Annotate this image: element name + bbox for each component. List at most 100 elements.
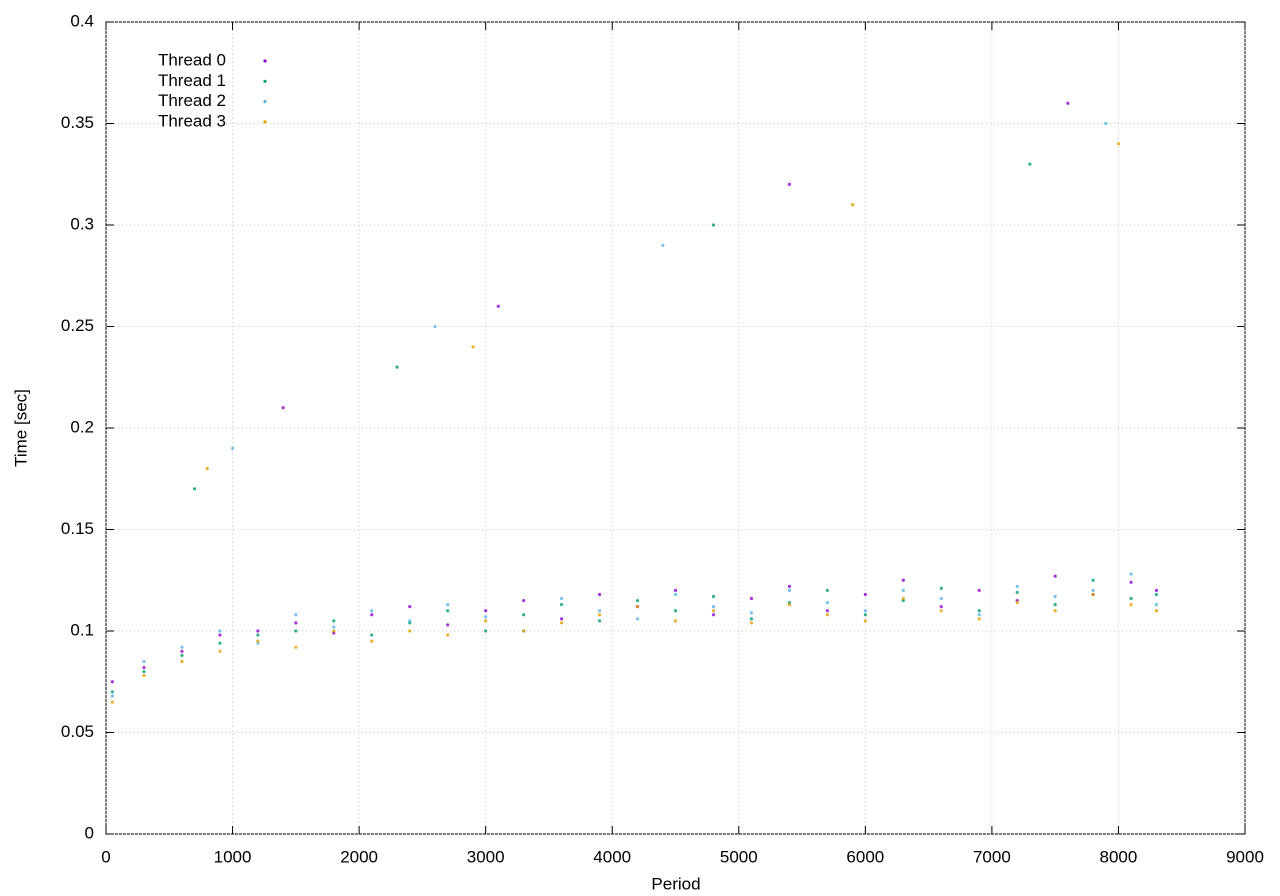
- point: [863, 592, 867, 597]
- point: [825, 609, 829, 613]
- point: [597, 609, 602, 613]
- point: [939, 586, 943, 590]
- point: [110, 690, 114, 694]
- point: [711, 223, 716, 227]
- point: [180, 649, 184, 653]
- point: [256, 629, 260, 633]
- x-tick-label: 5000: [720, 847, 758, 866]
- point: [560, 621, 564, 625]
- point: [560, 603, 564, 607]
- point: [180, 659, 184, 664]
- point: [408, 629, 412, 633]
- x-tick-label: 7000: [973, 847, 1011, 866]
- y-tick-label: 0.15: [61, 519, 94, 538]
- point: [1053, 594, 1057, 599]
- x-tick-label: 3000: [467, 847, 505, 866]
- legend-label: Thread 2: [158, 91, 226, 110]
- point: [787, 182, 792, 186]
- point: [1154, 592, 1159, 597]
- y-tick-label: 0.1: [70, 620, 94, 639]
- y-tick-label: 0.25: [61, 316, 94, 335]
- y-tick-label: 0.2: [70, 417, 94, 436]
- point: [749, 596, 754, 601]
- point: [673, 619, 678, 623]
- point: [977, 588, 981, 593]
- point: [142, 670, 146, 674]
- point: [180, 645, 184, 649]
- point: [370, 609, 374, 613]
- point: [484, 629, 488, 633]
- point: [1091, 588, 1095, 593]
- y-axis-label: Time [sec]: [11, 389, 30, 467]
- legend-marker: [263, 59, 267, 63]
- point: [142, 665, 146, 670]
- point: [484, 619, 488, 623]
- legend-label: Thread 0: [158, 50, 226, 69]
- point: [332, 629, 336, 633]
- point: [192, 487, 197, 491]
- point: [446, 609, 450, 613]
- point: [711, 605, 716, 609]
- point: [1129, 603, 1133, 607]
- point: [1091, 592, 1095, 597]
- point: [484, 615, 488, 619]
- point: [522, 629, 526, 633]
- point: [110, 694, 114, 698]
- point: [230, 446, 235, 450]
- point: [560, 596, 564, 601]
- point: [939, 609, 943, 613]
- legend-label: Thread 1: [158, 71, 226, 90]
- point: [1028, 162, 1032, 166]
- point: [673, 609, 678, 613]
- legend-label: Thread 3: [158, 111, 226, 130]
- y-tick-label: 0: [85, 823, 94, 842]
- point: [522, 598, 526, 603]
- point: [294, 645, 298, 649]
- x-axis-label: Period: [651, 874, 700, 893]
- point: [1116, 142, 1121, 146]
- point: [787, 603, 792, 607]
- point: [256, 633, 260, 637]
- point: [408, 619, 412, 623]
- point: [1154, 588, 1159, 593]
- point: [977, 609, 981, 613]
- point: [749, 617, 754, 621]
- point: [825, 613, 829, 617]
- point: [1091, 578, 1095, 582]
- point: [977, 613, 981, 617]
- point: [471, 345, 475, 349]
- point: [851, 203, 855, 207]
- x-tick-label: 8000: [1100, 847, 1138, 866]
- x-tick-label: 9000: [1226, 847, 1264, 866]
- point: [294, 629, 298, 633]
- x-tick-label: 1000: [214, 847, 252, 866]
- point: [446, 623, 450, 627]
- point: [597, 592, 602, 597]
- point: [635, 617, 640, 621]
- point: [1129, 596, 1133, 601]
- y-tick-label: 0.05: [61, 722, 94, 741]
- legend-marker: [263, 120, 267, 124]
- point: [218, 649, 222, 653]
- point: [218, 641, 222, 645]
- point: [939, 605, 943, 609]
- point: [560, 617, 564, 621]
- point: [597, 619, 602, 623]
- point: [332, 619, 336, 623]
- point: [496, 304, 500, 308]
- point: [661, 243, 665, 247]
- point: [749, 621, 754, 625]
- point: [1015, 584, 1019, 588]
- point: [597, 613, 602, 617]
- point: [749, 611, 754, 615]
- point: [522, 613, 526, 617]
- x-tick-label: 6000: [846, 847, 884, 866]
- point: [180, 653, 184, 657]
- point: [711, 613, 716, 617]
- point: [673, 588, 678, 593]
- point: [408, 605, 412, 609]
- point: [1053, 574, 1057, 578]
- point: [825, 588, 829, 593]
- point: [635, 605, 640, 609]
- point: [1015, 600, 1019, 605]
